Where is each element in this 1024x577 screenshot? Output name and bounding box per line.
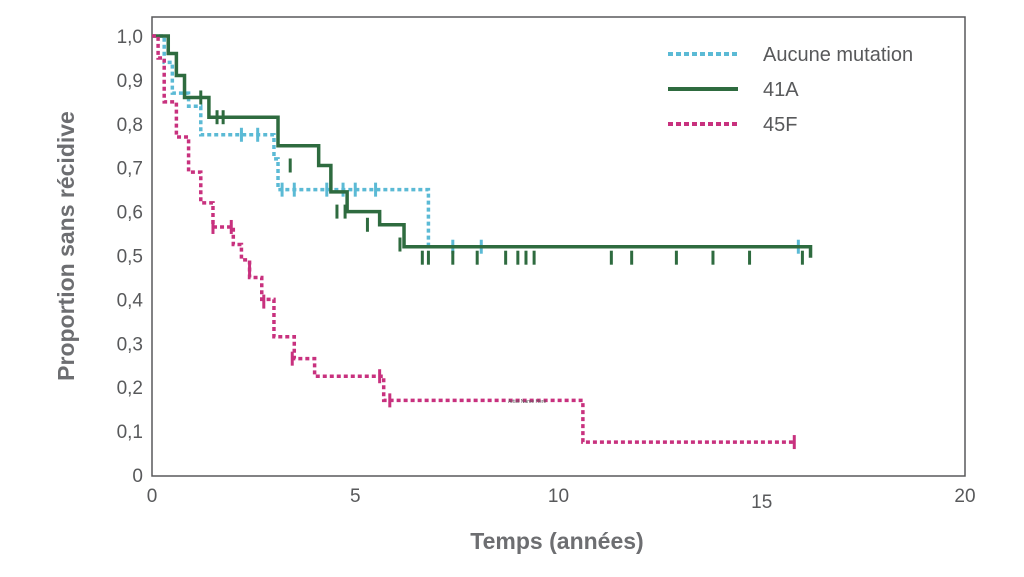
y-tick-label: 0,2	[117, 378, 143, 399]
y-axis-title: Proportion sans récidive	[53, 111, 79, 381]
legend-label: 45F	[763, 114, 797, 136]
legend-label: Aucune mutation	[763, 44, 913, 66]
x-tick-label: 15	[751, 492, 772, 513]
y-tick-label: 0,4	[117, 290, 144, 311]
series-line-1	[152, 34, 803, 249]
plot-frame	[151, 16, 966, 477]
series-layer	[152, 34, 813, 450]
x-tick-label: 5	[350, 486, 361, 507]
legend: Aucune mutation 41A 45F	[668, 44, 913, 136]
y-tick-label: 0,9	[117, 71, 143, 92]
y-tick-label: 0,5	[117, 247, 143, 268]
y-tick-label: 0,7	[117, 159, 143, 180]
artist-name-annotation: Artist Name Here	[508, 399, 547, 405]
x-tick-label: 10	[548, 486, 569, 507]
y-tick-label: 0,3	[117, 334, 143, 355]
x-axis-title: Temps (années)	[470, 528, 643, 554]
x-tick-label: 20	[954, 486, 975, 507]
y-tick-label: 0,8	[117, 115, 143, 136]
legend-label: 41A	[763, 79, 799, 101]
y-tick-label: 0	[132, 466, 143, 487]
x-tick-label: 0	[147, 486, 158, 507]
series-line-3	[152, 34, 795, 444]
y-tick-label: 0,6	[117, 203, 143, 224]
y-axis-tick-labels: 0 0,1 0,2 0,3 0,4 0,5 0,6 0,7 0,8 0,9 1,0	[117, 27, 144, 487]
x-axis-tick-labels: 0 5 10 15 20	[147, 486, 976, 513]
y-tick-label: 1,0	[117, 27, 143, 48]
series-line-2	[152, 34, 813, 258]
y-tick-label: 0,1	[117, 422, 143, 443]
